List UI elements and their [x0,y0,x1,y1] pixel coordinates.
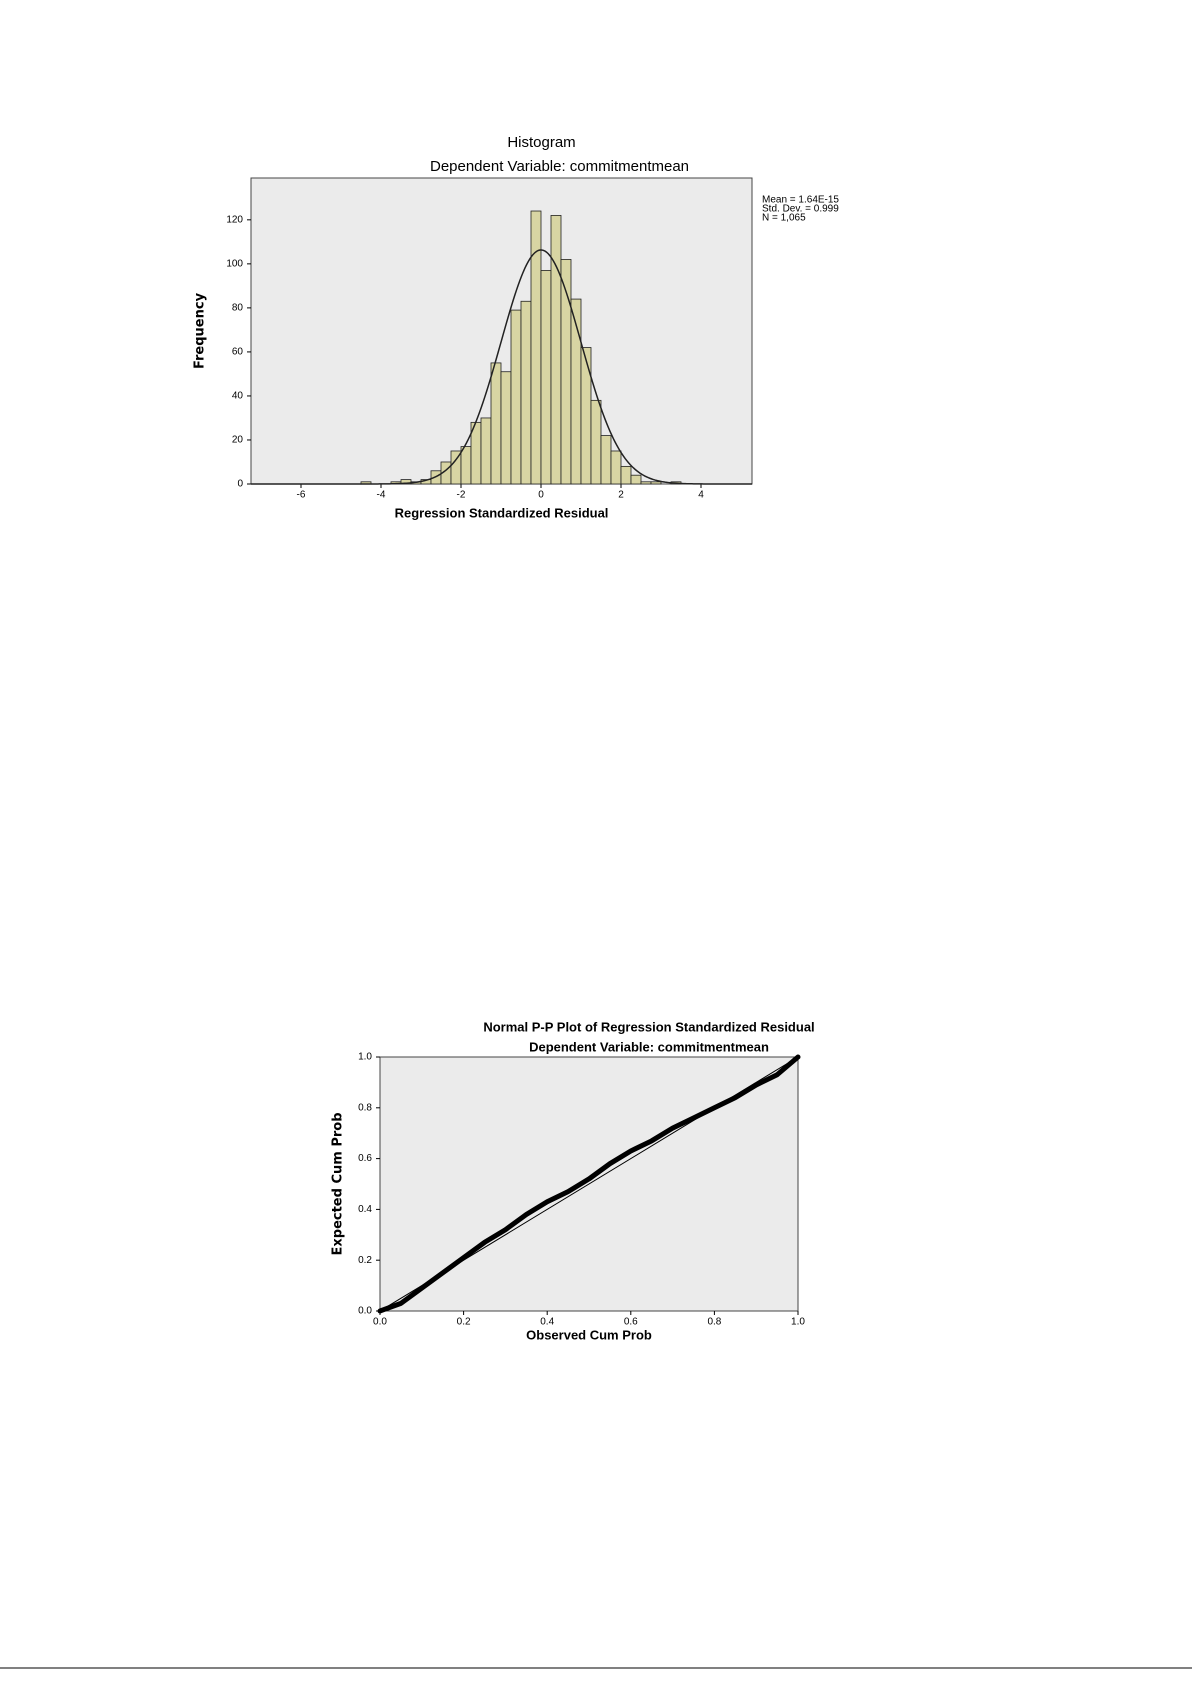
bar [580,347,592,485]
x-tick-label: 0.8 [707,1317,721,1328]
x-axis-label: Regression Standardized Residual [395,505,609,520]
x-tick-label: 0 [538,490,544,501]
y-tick-label: 20 [232,435,244,446]
x-tick-label: 0.2 [457,1317,471,1328]
y-tick-label: 80 [232,303,244,314]
bar [550,215,562,485]
y-tick-label: 0 [237,479,243,490]
x-tick-label: 0.4 [540,1317,554,1328]
x-tick-label: -2 [457,490,466,501]
x-axis-label: Observed Cum Prob [526,1327,652,1342]
y-tick-label: 0.4 [358,1204,372,1215]
bar [540,270,552,485]
y-tick-label: 1.0 [358,1052,372,1063]
y-axis-label: Expected Cum Prob [331,1113,346,1256]
chart-title: Normal P-P Plot of Regression Standardiz… [483,1019,814,1034]
bar [600,435,612,485]
bar [520,300,532,485]
bar [590,399,602,485]
normal-curve [251,249,752,485]
stats-label: Std. Dev. = 0.999 [762,204,839,215]
stats-label: N = 1,065 [762,213,806,224]
bar [510,309,522,485]
y-tick-label: 0.8 [358,1102,372,1113]
pp-line [377,1054,801,1314]
stats-label: Mean = 1.64E-15 [762,195,839,206]
chart-title: Histogram [507,134,575,151]
y-tick-label: 0.0 [358,1306,372,1317]
x-tick-label: 2 [618,490,624,501]
y-tick-label: 100 [226,258,243,269]
x-tick-label: 0.0 [373,1317,387,1328]
bar [480,417,492,485]
bar [640,481,652,485]
bar [490,362,502,485]
x-tick-label: 4 [698,490,704,501]
chart-subtitle: Dependent Variable: commitmentmean [430,158,689,175]
y-tick-label: 120 [226,214,243,225]
chart-subtitle: Dependent Variable: commitmentmean [529,1039,769,1054]
bar [500,371,512,485]
y-tick-label: 0.2 [358,1255,372,1266]
bar [620,465,632,485]
y-axis-label: Frequency [193,292,208,369]
x-tick-label: -4 [377,490,386,501]
bar [650,481,662,485]
y-tick-label: 60 [232,347,244,358]
x-tick-label: 1.0 [791,1317,805,1328]
x-tick-label: -6 [297,490,306,501]
x-tick-label: 0.6 [624,1317,638,1328]
bar [460,446,472,485]
y-tick-label: 0.6 [358,1153,372,1164]
bar [610,450,622,485]
bar [630,474,642,485]
y-tick-label: 40 [232,391,244,402]
